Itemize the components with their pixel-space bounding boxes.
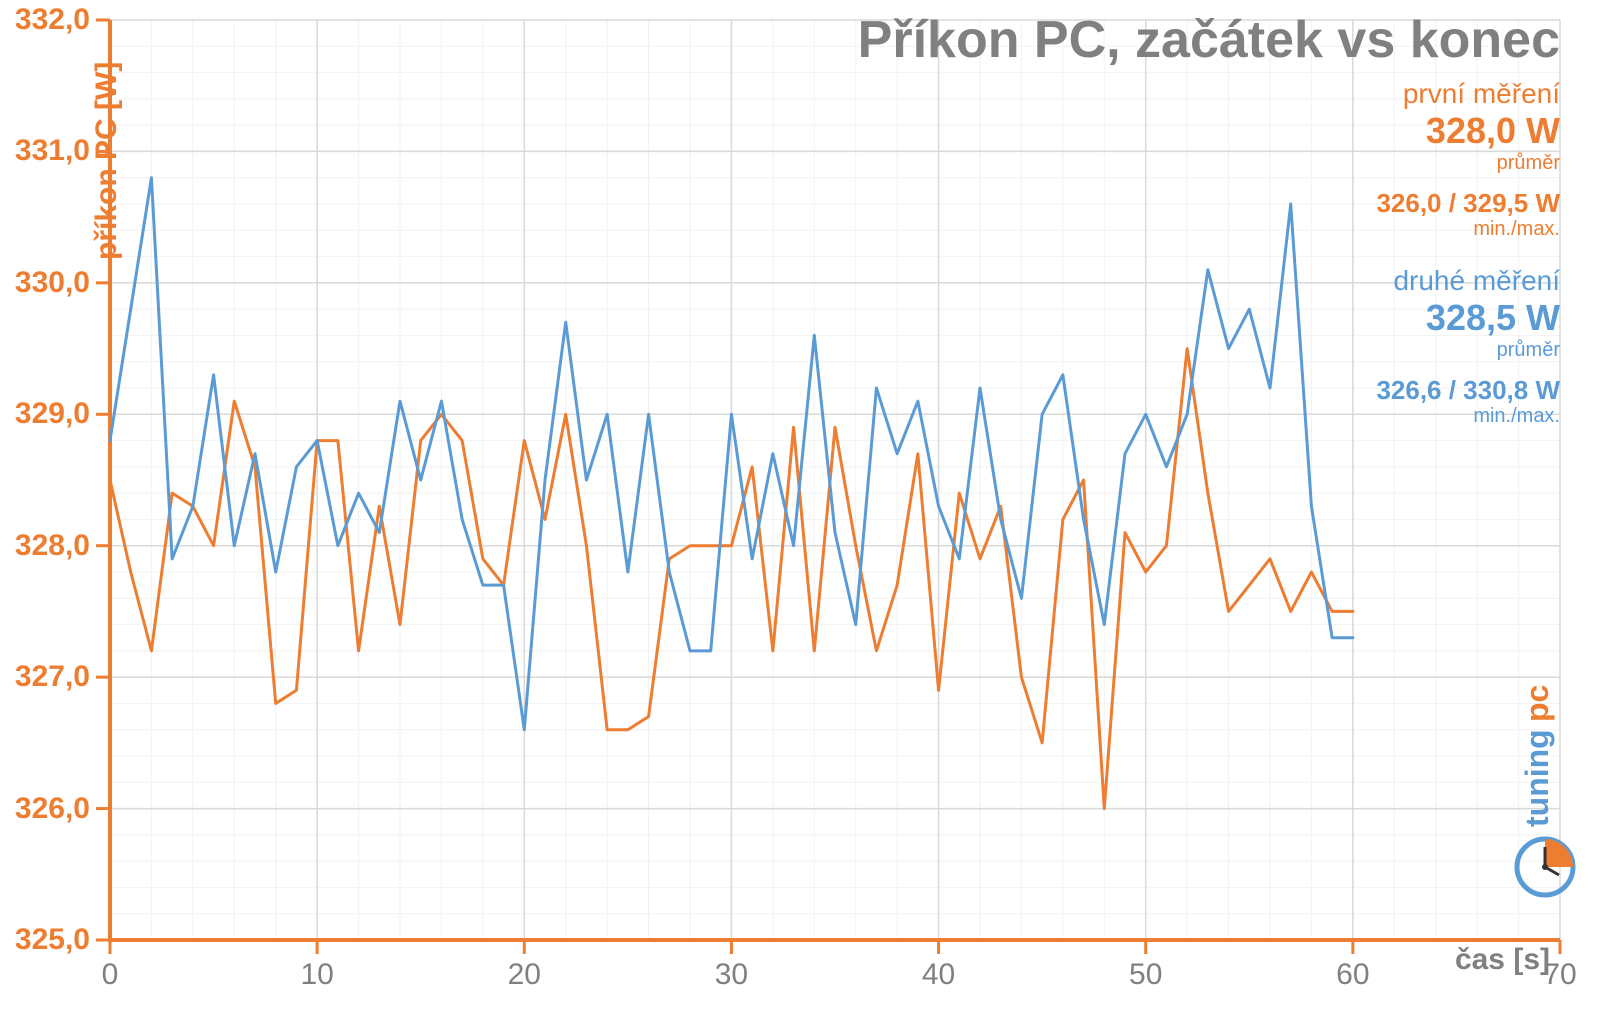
x-tick: 30 xyxy=(715,958,748,992)
chart-container: Příkon PC, začátek vs konec příkon PC [W… xyxy=(0,0,1600,1017)
legend-minmax: 326,6 / 330,8 W xyxy=(1376,376,1560,406)
y-tick: 332,0 xyxy=(10,3,90,37)
y-tick: 326,0 xyxy=(10,792,90,826)
axes xyxy=(110,20,1560,940)
x-tick: 70 xyxy=(1543,958,1576,992)
grid-major xyxy=(110,20,1560,940)
legend-avg-label: průměr xyxy=(1376,152,1560,175)
y-tick: 328,0 xyxy=(10,529,90,563)
legend-name: první měření xyxy=(1376,78,1560,110)
pctuning-logo: tuning pc xyxy=(1510,587,1580,907)
x-tick: 50 xyxy=(1129,958,1162,992)
legend-series-1: první měření 328,0 W průměr 326,0 / 329,… xyxy=(1376,78,1560,241)
y-axis-label: příkon PC [W] xyxy=(90,62,124,260)
y-tick: 331,0 xyxy=(10,134,90,168)
x-tick: 40 xyxy=(922,958,955,992)
x-axis-label: čas [s] xyxy=(1455,943,1550,977)
y-tick: 327,0 xyxy=(10,660,90,694)
y-tick: 330,0 xyxy=(10,266,90,300)
legend-avg-label: průměr xyxy=(1376,339,1560,362)
x-tick: 0 xyxy=(102,958,119,992)
y-tick: 329,0 xyxy=(10,397,90,431)
x-tick: 60 xyxy=(1336,958,1369,992)
chart-title: Příkon PC, začátek vs konec xyxy=(858,10,1560,70)
legend-minmax-label: min./max. xyxy=(1376,218,1560,241)
logo-text-tuning: tuning xyxy=(1519,729,1555,827)
legend-minmax-label: min./max. xyxy=(1376,405,1560,428)
legend-series-2: druhé měření 328,5 W průměr 326,6 / 330,… xyxy=(1376,265,1560,428)
x-tick: 20 xyxy=(508,958,541,992)
legend-name: druhé měření xyxy=(1376,265,1560,297)
chart-svg xyxy=(0,0,1600,1017)
logo-text-pc: pc xyxy=(1519,685,1555,722)
x-tick: 10 xyxy=(300,958,333,992)
legend-avg: 328,5 W xyxy=(1376,297,1560,338)
y-tick: 325,0 xyxy=(10,923,90,957)
legend-minmax: 326,0 / 329,5 W xyxy=(1376,189,1560,219)
legend-avg: 328,0 W xyxy=(1376,110,1560,151)
grid-minor xyxy=(110,20,1560,940)
